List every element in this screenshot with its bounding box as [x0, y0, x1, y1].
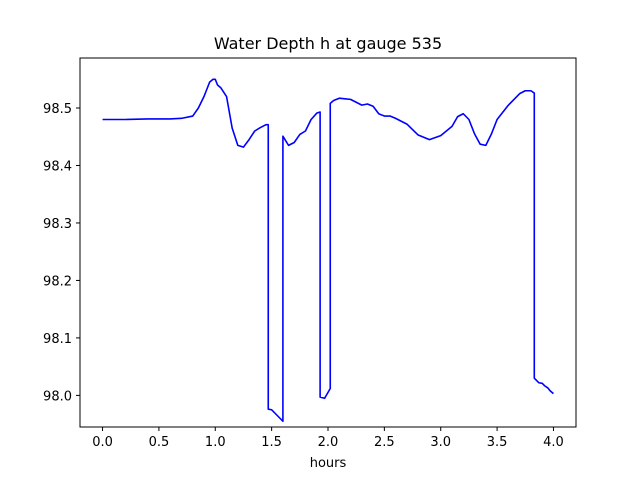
- x-axis-label: hours: [310, 456, 347, 471]
- x-axis-ticks: 0.0 0.5 1.0 1.5 2.0 2.5 3.0 3.5 4.0: [92, 427, 564, 450]
- x-tick-label: 2.0: [318, 435, 339, 450]
- x-tick-label: 2.5: [374, 435, 395, 450]
- chart-title: Water Depth h at gauge 535: [214, 34, 442, 53]
- y-tick-label: 98.0: [43, 389, 72, 404]
- y-tick-label: 98.1: [43, 332, 72, 347]
- y-tick-label: 98.2: [43, 274, 72, 289]
- x-tick-label: 1.5: [261, 435, 282, 450]
- x-tick-label: 0.5: [149, 435, 170, 450]
- plot-frame: [79, 57, 577, 428]
- x-tick-label: 1.0: [205, 435, 226, 450]
- x-tick-label: 3.5: [487, 435, 508, 450]
- x-tick-label: 4.0: [543, 435, 564, 450]
- x-tick-label: 0.0: [92, 435, 113, 450]
- x-tick-label: 3.0: [430, 435, 451, 450]
- y-tick-label: 98.3: [43, 217, 72, 232]
- y-tick-label: 98.4: [43, 159, 72, 174]
- water-depth-line: [102, 78, 554, 423]
- y-axis-ticks: 98.0 98.1 98.2 98.3 98.4 98.5: [43, 102, 80, 404]
- y-tick-label: 98.5: [43, 102, 72, 117]
